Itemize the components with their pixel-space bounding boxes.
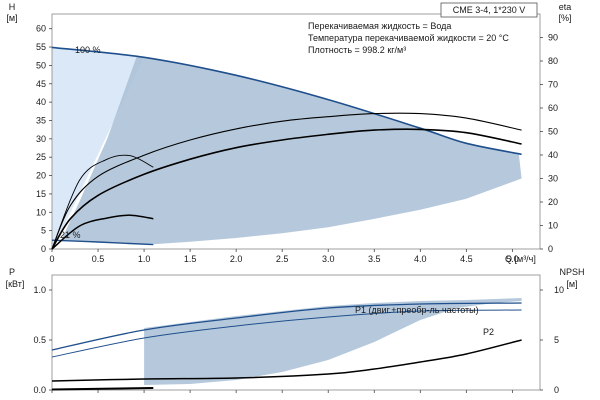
y-right-tick-label: 80	[548, 56, 558, 66]
efficiency-curve-small-upper	[51, 154, 154, 250]
bottom-operating-region	[144, 298, 522, 385]
y-right-tick-label: 60	[548, 103, 558, 113]
bottom-plot-frame	[51, 274, 541, 391]
bottom-y-left-tick-label: 0.0	[33, 385, 46, 395]
y-right-tick-label: 90	[548, 33, 558, 43]
y-left-axis-unit: [м]	[6, 13, 17, 23]
x-tick-label: 3.0	[322, 254, 335, 264]
x-tick-label: 3.5	[368, 254, 381, 264]
y-left-tick-label: 30	[36, 134, 46, 144]
bottom-y-right-tick-label: 5	[554, 335, 559, 345]
y-left-tick-label: 55	[36, 42, 46, 52]
bottom-y-left-tick-label: 0.5	[33, 335, 46, 345]
power-curve-p1	[51, 302, 522, 351]
y-left-tick-label: 5	[41, 226, 46, 236]
speed-label-100: 100 %	[75, 45, 101, 55]
x-tick-label: 4.0	[414, 254, 427, 264]
y-right-tick-label: 40	[548, 150, 558, 160]
power-curve-p2	[51, 309, 522, 358]
x-tick-label: 2.5	[276, 254, 289, 264]
y-left-tick-label: 40	[36, 97, 46, 107]
y-left-tick-label: 10	[36, 207, 46, 217]
speed-label-21: 21 %	[60, 230, 81, 240]
y-right-tick-label: 10	[548, 221, 558, 231]
y-right-tick-label: 70	[548, 80, 558, 90]
head-curve-100	[51, 46, 522, 156]
y-left-tick-label: 35	[36, 115, 46, 125]
npsh-curve	[51, 339, 522, 382]
x-axis-label: Q [м³/ч]	[505, 254, 536, 264]
y-right-tick-label: 50	[548, 127, 558, 137]
y-right-tick-label: 0	[548, 244, 553, 254]
bottom-y-left-axis-unit: [кВт]	[6, 279, 25, 289]
y-left-tick-label: 45	[36, 79, 46, 89]
y-right-axis-label: eta	[559, 2, 572, 12]
efficiency-curve-lower	[51, 128, 522, 250]
y-left-tick-label: 50	[36, 60, 46, 70]
fluid-annotation: Температура перекачиваемой жидкости = 20…	[308, 33, 509, 43]
y-right-axis-unit: [%]	[558, 13, 571, 23]
legend-p1-label: P1 (двиг.+преобр-ль частоты)	[355, 305, 479, 315]
efficiency-curve-upper	[51, 112, 522, 250]
x-tick-label: 1.0	[138, 254, 151, 264]
x-tick-label: 2.0	[230, 254, 243, 264]
bottom-y-right-axis-unit: [м]	[566, 279, 577, 289]
bottom-y-right-tick-label: 10	[554, 285, 564, 295]
bottom-y-left-axis-label: P	[9, 267, 15, 277]
x-tick-label: 0	[49, 254, 54, 264]
model-box	[440, 2, 538, 18]
y-left-tick-label: 0	[41, 244, 46, 254]
y-left-axis-label: H	[9, 2, 16, 12]
y-left-tick-label: 20	[36, 171, 46, 181]
y-right-tick-label: 20	[548, 197, 558, 207]
bottom-y-right-axis-label: NPSH	[559, 267, 584, 277]
legend-p2-label: P2	[483, 327, 494, 337]
y-left-tick-label: 60	[36, 24, 46, 34]
y-right-tick-label: 30	[548, 174, 558, 184]
x-tick-label: 1.5	[184, 254, 197, 264]
bottom-y-left-tick-label: 1.0	[33, 285, 46, 295]
fluid-annotation: Плотность = 998.2 кг/м³	[308, 45, 406, 55]
top-operating-region	[61, 56, 522, 245]
efficiency-curve-small-lower	[51, 214, 154, 250]
y-left-tick-label: 15	[36, 189, 46, 199]
power-curve-21	[51, 387, 154, 391]
bottom-y-right-tick-label: 0	[554, 385, 559, 395]
fluid-annotation: Перекачиваемая жидкость = Вода	[308, 21, 451, 31]
x-tick-label: 4.5	[460, 254, 473, 264]
y-left-tick-label: 25	[36, 152, 46, 162]
x-tick-label: 0.5	[92, 254, 105, 264]
x-tick-label: 5.0	[506, 254, 519, 264]
model-label: CME 3-4, 1*230 V	[453, 5, 526, 15]
